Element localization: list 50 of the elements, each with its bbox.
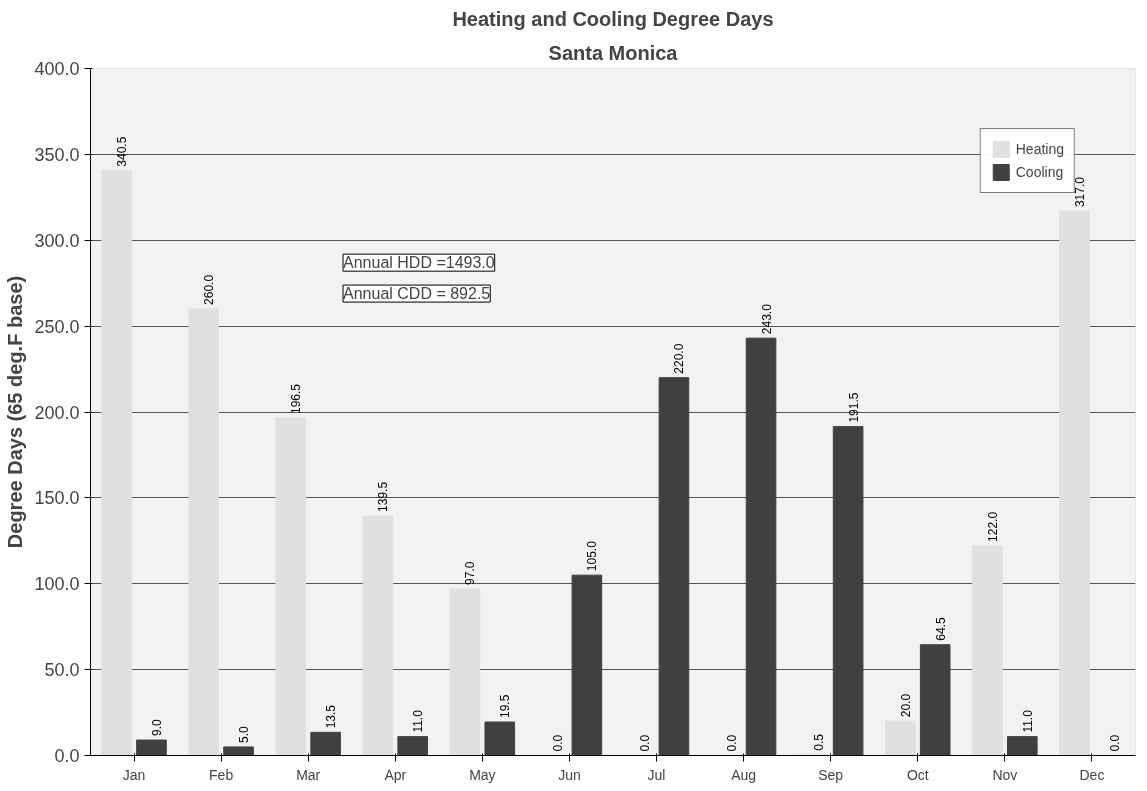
chart-subtitle: Santa Monica <box>548 41 679 64</box>
data-label: 260.0 <box>202 274 217 305</box>
y-axis-title: Degree Days (65 deg.F base) <box>4 275 27 549</box>
data-label: 340.5 <box>115 136 130 167</box>
y-tick-label: 300.0 <box>34 230 80 251</box>
data-label: 0.5 <box>811 733 826 751</box>
y-tick-label: 0.0 <box>54 746 80 766</box>
data-label: 9.0 <box>149 719 164 737</box>
data-label: 139.5 <box>376 481 391 512</box>
data-label: 0.0 <box>724 734 739 752</box>
y-tick-label: 400.0 <box>34 59 80 79</box>
x-tick-label: Oct <box>906 766 929 783</box>
data-label: 0.0 <box>1107 734 1122 752</box>
data-label: 196.5 <box>289 383 304 415</box>
x-tick-label: Jan <box>122 766 146 783</box>
x-tick-label: Jul <box>647 766 666 783</box>
data-label: 19.5 <box>498 694 513 719</box>
data-label: 20.0 <box>898 693 913 718</box>
data-label: 0.0 <box>637 734 652 752</box>
data-label: 97.0 <box>463 561 478 585</box>
y-tick-label: 350.0 <box>34 144 80 165</box>
data-label: 64.5 <box>933 617 948 641</box>
x-tick-label: Aug <box>731 766 757 783</box>
x-tick-label: Sep <box>818 766 844 783</box>
chart-title: Heating and Cooling Degree Days <box>452 7 774 30</box>
x-tick-label: Nov <box>992 766 1018 783</box>
x-tick-label: Apr <box>384 766 407 783</box>
data-label: 13.5 <box>324 704 339 729</box>
x-tick-label: Dec <box>1079 766 1105 783</box>
x-tick-label: Mar <box>296 766 321 783</box>
data-label: 11.0 <box>1020 709 1035 733</box>
x-tick-label: Feb <box>209 766 234 783</box>
data-label: 191.5 <box>846 392 861 423</box>
y-tick-label: 50.0 <box>44 660 80 681</box>
y-tick-label: 250.0 <box>34 316 80 337</box>
y-tick-label: 200.0 <box>34 402 80 423</box>
data-label: 0.0 <box>550 734 565 752</box>
data-label: 122.0 <box>985 511 1000 542</box>
legend-label: Heating <box>1015 141 1064 157</box>
data-label: 11.0 <box>411 709 426 733</box>
legend-label: Cooling <box>1015 164 1064 180</box>
data-label: 243.0 <box>759 303 774 335</box>
data-label: 220.0 <box>672 343 687 374</box>
y-tick-label: 100.0 <box>34 574 80 595</box>
data-label: 5.0 <box>237 725 252 743</box>
data-label: 317.0 <box>1073 176 1088 208</box>
y-tick-label: 150.0 <box>34 488 80 509</box>
x-tick-label: May <box>469 766 496 783</box>
data-label: 105.0 <box>585 540 600 572</box>
x-tick-label: Jun <box>558 766 581 783</box>
